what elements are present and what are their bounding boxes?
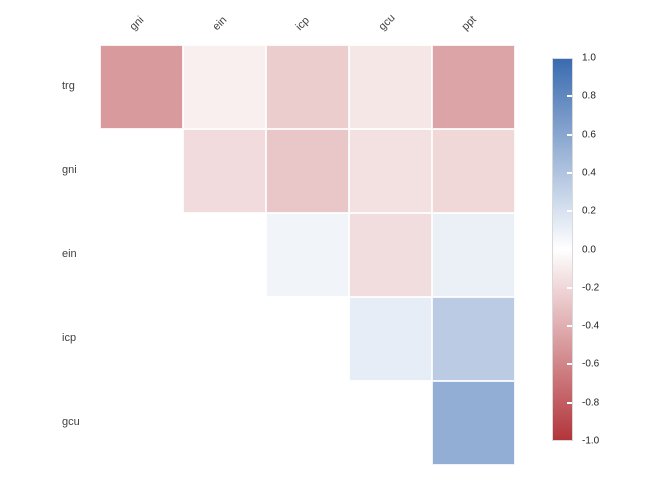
cell-ein-icp (266, 213, 349, 297)
colorbar-tick-label: -0.8 (582, 397, 600, 409)
row-label-gcu: gcu (62, 416, 80, 428)
cell-gni-ppt (432, 129, 515, 213)
cell-ein-gcu (349, 213, 432, 297)
row-label-trg: trg (62, 80, 75, 92)
cell-icp-ppt (432, 297, 515, 381)
colorbar-notch (567, 210, 572, 213)
col-label-gcu: gcu (376, 11, 398, 33)
cell-ein-ppt (432, 213, 515, 297)
row-label-ein: ein (62, 248, 77, 260)
cell-trg-gni (100, 45, 183, 129)
colorbar-tick-label: 0.8 (582, 90, 596, 102)
col-label-icp: icp (293, 14, 312, 33)
colorbar: 1.0 0.8 0.6 0.4 0.2 0.0 -0.2 -0.4 -0.6 -0.8 -1.0 (552, 53, 599, 447)
colorbar-gradient (552, 58, 573, 441)
colorbar-tick-label: -0.6 (582, 358, 600, 370)
cell-gcu-ppt (432, 381, 515, 465)
colorbar-tick-label: 0.0 (582, 244, 596, 255)
colorbar-notch (567, 95, 572, 98)
colorbar-notch (567, 171, 572, 174)
col-label-ppt: ppt (459, 13, 479, 33)
colorbar-tick-label: 0.4 (582, 167, 596, 179)
colorbar-notch (567, 363, 572, 366)
cell-trg-ppt (432, 45, 515, 129)
cell-trg-icp (266, 45, 349, 129)
colorbar-tick-label: -0.2 (582, 282, 600, 294)
colorbar-notch (567, 325, 572, 328)
cell-trg-gcu (349, 45, 432, 129)
colorbar-notch (567, 401, 572, 404)
colorbar-notch (567, 248, 572, 251)
cell-icp-gcu (349, 297, 432, 381)
colorbar-tick-label: -0.4 (582, 320, 600, 332)
cell-gni-gcu (349, 129, 432, 213)
colorbar-notch (567, 133, 572, 136)
col-label-gni: gni (127, 14, 146, 33)
row-label-gni: gni (62, 164, 77, 176)
colorbar-tick-label: 0.2 (582, 205, 596, 217)
colorbar-tick-label: 1.0 (582, 52, 596, 64)
cell-gni-icp (266, 129, 349, 213)
cell-gni-ein (183, 129, 266, 213)
row-label-icp: icp (62, 332, 77, 344)
colorbar-tick-label: -1.0 (582, 435, 600, 447)
colorbar-tick-label: 0.6 (582, 129, 596, 141)
cell-trg-ein (183, 45, 266, 129)
col-label-ein: ein (210, 14, 229, 33)
colorbar-notch (567, 286, 572, 289)
